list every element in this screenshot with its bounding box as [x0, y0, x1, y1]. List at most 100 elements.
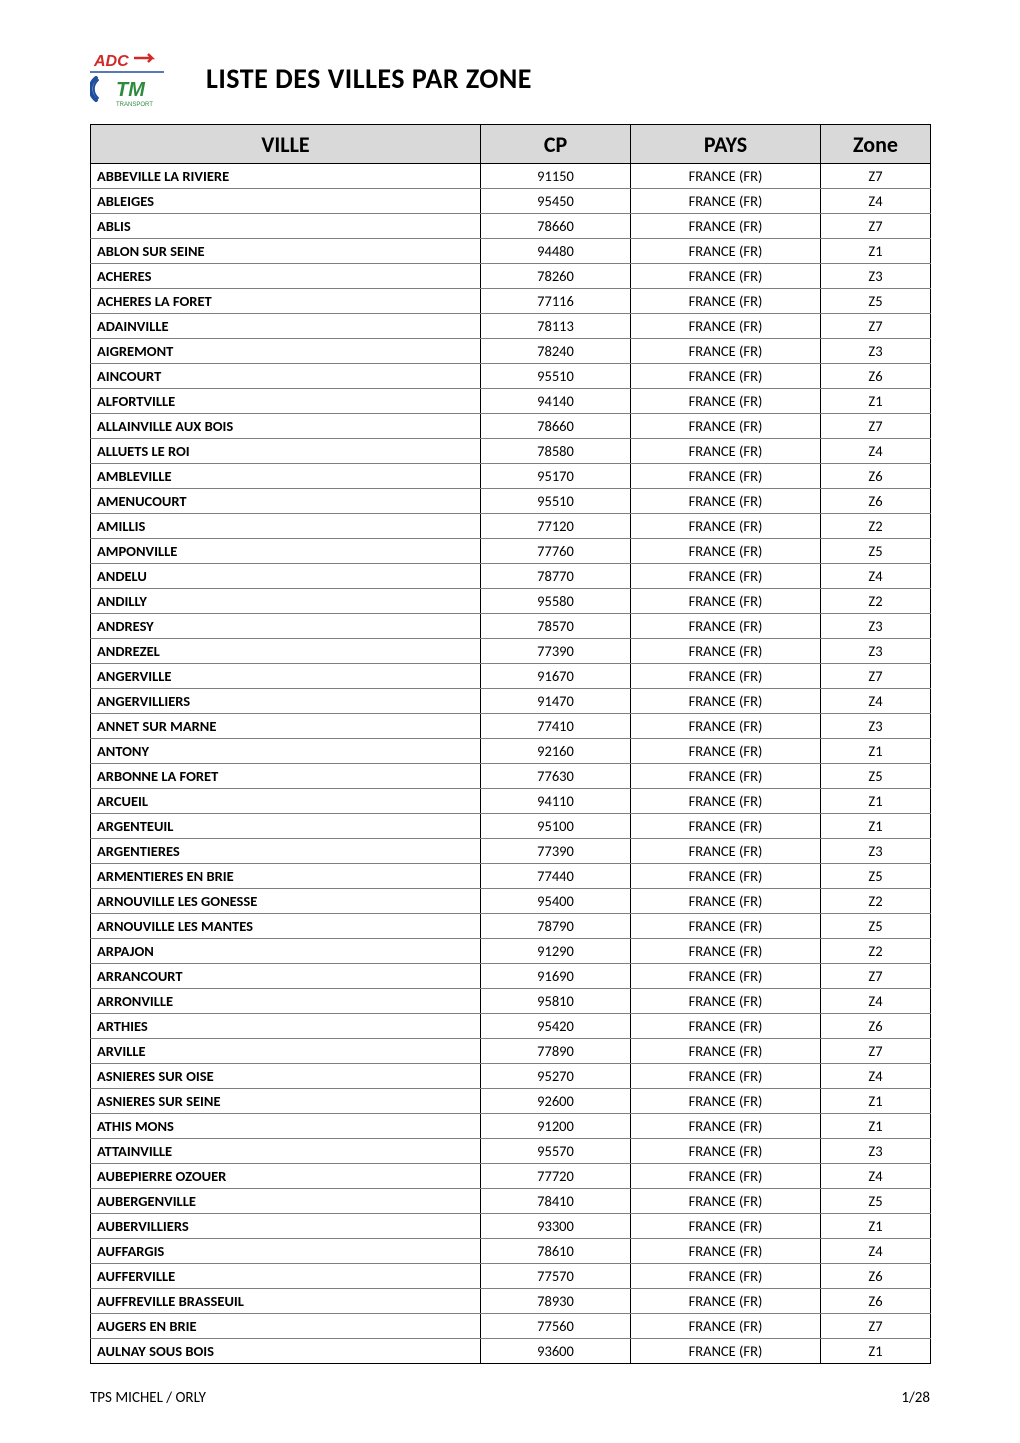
footer-left: TPS MICHEL / ORLY — [90, 1389, 206, 1407]
cell-zone: Z4 — [821, 1239, 931, 1264]
table-row: ANNET SUR MARNE77410FRANCE (FR)Z3 — [91, 714, 931, 739]
col-header-cp: CP — [481, 125, 631, 164]
cell-pays: FRANCE (FR) — [631, 1114, 821, 1139]
cell-ville: ACHERES — [91, 264, 481, 289]
cell-cp: 78240 — [481, 339, 631, 364]
col-header-ville: VILLE — [91, 125, 481, 164]
logo-top-text: ADC — [93, 53, 129, 70]
cell-zone: Z7 — [821, 164, 931, 189]
cell-cp: 95400 — [481, 889, 631, 914]
cell-zone: Z5 — [821, 914, 931, 939]
cell-pays: FRANCE (FR) — [631, 639, 821, 664]
table-row: ANDILLY95580FRANCE (FR)Z2 — [91, 589, 931, 614]
cell-zone: Z5 — [821, 764, 931, 789]
cell-cp: 77390 — [481, 839, 631, 864]
cell-zone: Z3 — [821, 1139, 931, 1164]
cell-cp: 93600 — [481, 1339, 631, 1364]
table-row: ARCUEIL94110FRANCE (FR)Z1 — [91, 789, 931, 814]
cell-cp: 78410 — [481, 1189, 631, 1214]
cell-ville: ANTONY — [91, 739, 481, 764]
cell-ville: AULNAY SOUS BOIS — [91, 1339, 481, 1364]
cell-cp: 92160 — [481, 739, 631, 764]
cell-pays: FRANCE (FR) — [631, 914, 821, 939]
cell-ville: AUBERGENVILLE — [91, 1189, 481, 1214]
cell-ville: AMENUCOURT — [91, 489, 481, 514]
company-logo: ADC TM TRANSPORT — [90, 48, 182, 108]
cell-pays: FRANCE (FR) — [631, 814, 821, 839]
cell-cp: 77570 — [481, 1264, 631, 1289]
cell-cp: 78660 — [481, 214, 631, 239]
cell-cp: 78930 — [481, 1289, 631, 1314]
cell-zone: Z3 — [821, 714, 931, 739]
cell-ville: ARGENTEUIL — [91, 814, 481, 839]
cell-zone: Z7 — [821, 664, 931, 689]
cell-cp: 77760 — [481, 539, 631, 564]
cell-ville: ARGENTIERES — [91, 839, 481, 864]
cell-pays: FRANCE (FR) — [631, 739, 821, 764]
cell-pays: FRANCE (FR) — [631, 1189, 821, 1214]
cell-ville: ARTHIES — [91, 1014, 481, 1039]
cell-pays: FRANCE (FR) — [631, 264, 821, 289]
cell-zone: Z1 — [821, 789, 931, 814]
cell-cp: 78790 — [481, 914, 631, 939]
cell-cp: 95510 — [481, 489, 631, 514]
cell-ville: ARPAJON — [91, 939, 481, 964]
cell-pays: FRANCE (FR) — [631, 164, 821, 189]
table-row: AMBLEVILLE95170FRANCE (FR)Z6 — [91, 464, 931, 489]
cell-zone: Z6 — [821, 1264, 931, 1289]
table-row: ABLIS78660FRANCE (FR)Z7 — [91, 214, 931, 239]
cell-cp: 78580 — [481, 439, 631, 464]
cell-ville: ARCUEIL — [91, 789, 481, 814]
table-row: ANDREZEL77390FRANCE (FR)Z3 — [91, 639, 931, 664]
table-row: AMILLIS77120FRANCE (FR)Z2 — [91, 514, 931, 539]
cell-ville: AIGREMONT — [91, 339, 481, 364]
table-row: ARMENTIERES EN BRIE77440FRANCE (FR)Z5 — [91, 864, 931, 889]
cell-pays: FRANCE (FR) — [631, 1314, 821, 1339]
col-header-zone: Zone — [821, 125, 931, 164]
table-row: AULNAY SOUS BOIS93600FRANCE (FR)Z1 — [91, 1339, 931, 1364]
table-row: ARGENTEUIL95100FRANCE (FR)Z1 — [91, 814, 931, 839]
table-row: AMPONVILLE77760FRANCE (FR)Z5 — [91, 539, 931, 564]
cell-cp: 77720 — [481, 1164, 631, 1189]
table-row: ASNIERES SUR OISE95270FRANCE (FR)Z4 — [91, 1064, 931, 1089]
table-row: AUFFERVILLE77570FRANCE (FR)Z6 — [91, 1264, 931, 1289]
cell-ville: ABBEVILLE LA RIVIERE — [91, 164, 481, 189]
cell-ville: AMBLEVILLE — [91, 464, 481, 489]
table-row: ABLON SUR SEINE94480FRANCE (FR)Z1 — [91, 239, 931, 264]
cell-zone: Z6 — [821, 464, 931, 489]
cell-cp: 77410 — [481, 714, 631, 739]
cell-pays: FRANCE (FR) — [631, 839, 821, 864]
cell-pays: FRANCE (FR) — [631, 1339, 821, 1364]
table-row: ADAINVILLE78113FRANCE (FR)Z7 — [91, 314, 931, 339]
cell-ville: ABLON SUR SEINE — [91, 239, 481, 264]
cell-ville: AUGERS EN BRIE — [91, 1314, 481, 1339]
cell-zone: Z4 — [821, 1164, 931, 1189]
table-row: ANGERVILLE91670FRANCE (FR)Z7 — [91, 664, 931, 689]
col-header-pays: PAYS — [631, 125, 821, 164]
cell-cp: 91670 — [481, 664, 631, 689]
cell-cp: 95100 — [481, 814, 631, 839]
cell-zone: Z1 — [821, 814, 931, 839]
cell-zone: Z1 — [821, 1214, 931, 1239]
cell-cp: 94480 — [481, 239, 631, 264]
cell-zone: Z7 — [821, 214, 931, 239]
page-header: ADC TM TRANSPORT LISTE DES VILLES PAR ZO… — [90, 48, 930, 108]
cell-cp: 78570 — [481, 614, 631, 639]
cell-cp: 77116 — [481, 289, 631, 314]
table-row: ARNOUVILLE LES GONESSE95400FRANCE (FR)Z2 — [91, 889, 931, 914]
cell-ville: ARRANCOURT — [91, 964, 481, 989]
cell-cp: 95580 — [481, 589, 631, 614]
table-row: AUBERGENVILLE78410FRANCE (FR)Z5 — [91, 1189, 931, 1214]
cell-cp: 91290 — [481, 939, 631, 964]
cell-ville: ALLUETS LE ROI — [91, 439, 481, 464]
table-row: AINCOURT95510FRANCE (FR)Z6 — [91, 364, 931, 389]
table-row: ABBEVILLE LA RIVIERE91150FRANCE (FR)Z7 — [91, 164, 931, 189]
cell-pays: FRANCE (FR) — [631, 464, 821, 489]
table-row: ALFORTVILLE94140FRANCE (FR)Z1 — [91, 389, 931, 414]
cell-ville: ANDREZEL — [91, 639, 481, 664]
table-row: ARVILLE77890FRANCE (FR)Z7 — [91, 1039, 931, 1064]
cell-cp: 95810 — [481, 989, 631, 1014]
table-body: ABBEVILLE LA RIVIERE91150FRANCE (FR)Z7AB… — [91, 164, 931, 1364]
cell-pays: FRANCE (FR) — [631, 1139, 821, 1164]
table-row: ANDRESY78570FRANCE (FR)Z3 — [91, 614, 931, 639]
